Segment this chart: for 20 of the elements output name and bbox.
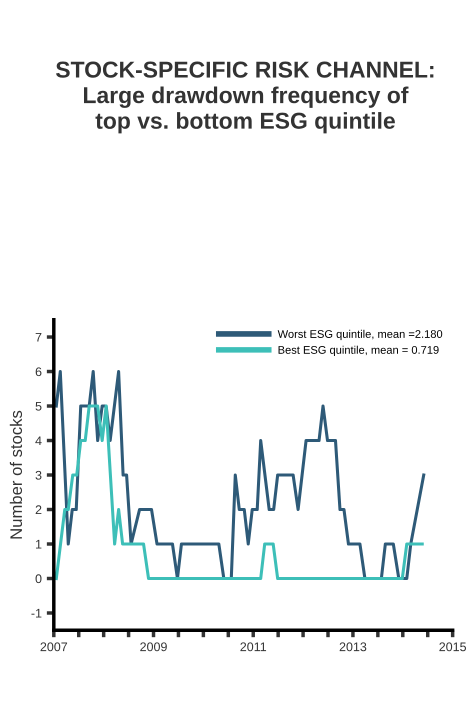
x-tick-label: 2015 [439, 642, 466, 652]
x-tick-label: 2007 [40, 642, 68, 652]
y-tick-label: 5 [36, 402, 42, 411]
y-tick-label: 6 [36, 367, 42, 376]
chart-title: STOCK-SPECIFIC RISK CHANNEL: Large drawdown frequency of top vs. bottom ESG quintile [56, 62, 434, 134]
legend-label: Best ESG quintile, mean = 0.719 [278, 346, 439, 356]
x-tick-label: 2009 [140, 642, 167, 652]
legend-label: Worst ESG quintile, mean =2.180 [278, 330, 442, 340]
x-tick-label: 2013 [340, 642, 366, 652]
y-tick-label: 2 [36, 505, 42, 514]
line-series [54, 370, 426, 580]
y-tick-label: 3 [36, 470, 42, 480]
line-series [54, 404, 424, 580]
y-tick-label: -1 [31, 608, 42, 618]
y-tick-label: 7 [36, 332, 42, 342]
y-axis-title: Number of stocks [10, 410, 22, 538]
x-tick-label: 2011 [240, 642, 266, 652]
y-tick-label: 1 [36, 540, 42, 549]
y-tick-label: 4 [35, 436, 42, 446]
y-tick-label: 0 [36, 574, 42, 584]
